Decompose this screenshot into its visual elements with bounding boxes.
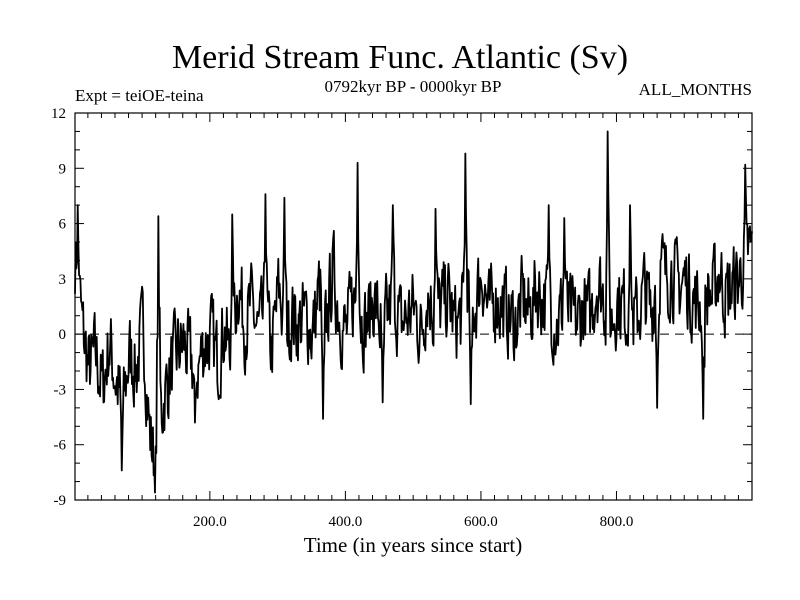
series-layer: [74, 130, 753, 494]
axes-layer: 200.0 400.0 600.0 800.0 -9 -6 -3 0 3 6 9 12: [51, 106, 753, 530]
x-tick-label: 800.0: [600, 514, 634, 530]
x-axis-label: Time (in years since start): [304, 533, 523, 557]
y-tick-label: 0: [59, 327, 67, 343]
experiment-label: Expt = teiOE-teina: [75, 86, 204, 105]
y-tick-label: 6: [59, 217, 67, 233]
chart-title: Merid Stream Func. Atlantic (Sv): [172, 39, 628, 76]
months-label: ALL_MONTHS: [639, 80, 752, 99]
x-tick-label: 600.0: [464, 514, 498, 530]
y-tick-label: -3: [54, 382, 67, 398]
time-range-label: 0792kyr BP - 0000kyr BP: [325, 77, 502, 96]
y-tick-label: -9: [54, 493, 67, 509]
y-tick-label: 3: [59, 272, 67, 288]
y-tick-label: 12: [51, 106, 66, 122]
y-tick-label: -6: [54, 438, 67, 454]
x-tick-label: 400.0: [329, 514, 363, 530]
series-line-teiOE-teina: [74, 130, 753, 494]
x-tick-label: 200.0: [193, 514, 227, 530]
y-tick-label: 9: [59, 161, 67, 177]
